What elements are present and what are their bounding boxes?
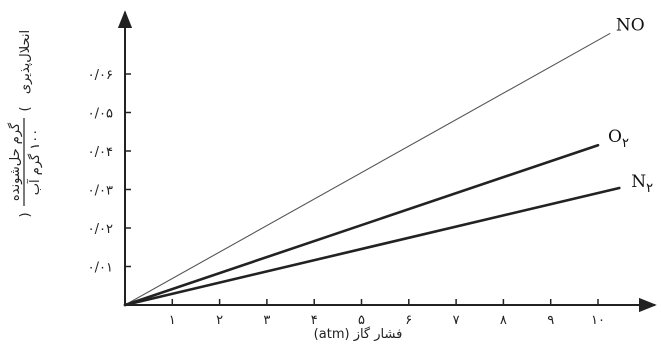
series-label-2: O۲ — [608, 127, 629, 151]
y-tick-label: ۰/۰۵ — [88, 107, 113, 122]
series-label-subscript: ۲ — [646, 181, 653, 196]
x-tick-label: ۷ — [453, 313, 460, 328]
series-label-3: N۲ — [631, 172, 653, 196]
y-axis-title-open-paren: ( — [18, 106, 33, 111]
series-label-base: O — [608, 127, 622, 147]
y-axis-title: گرم حل‌شونده ۱۰۰ گرم آب ( ) انحلال‌پذیری — [7, 30, 43, 218]
y-tick-label: ۰/۰۳ — [88, 184, 113, 199]
x-tick-label: ۳ — [263, 313, 270, 328]
y-tick-label: ۰/۰۱ — [88, 261, 113, 276]
x-tick-label: ۹ — [547, 313, 554, 328]
y-ticks: ۰/۰۱ ۰/۰۲ ۰/۰۳ ۰/۰۴ ۰/۰۵ ۰/۰۶ — [88, 68, 131, 276]
x-tick-label: ۶ — [405, 313, 412, 328]
y-axis-title-prefix: انحلال‌پذیری — [18, 30, 33, 94]
x-tick-label: ۸ — [500, 313, 507, 328]
y-tick-label: ۰/۰۲ — [88, 222, 113, 237]
series-label-subscript: ۲ — [622, 136, 629, 151]
y-axis-title-numerator: گرم حل‌شونده — [7, 122, 23, 201]
x-ticks: ۱ ۲ ۳ ۴ ۵ ۶ ۷ ۸ ۹ ۱۰ — [169, 299, 605, 328]
y-axis-title-close-paren: ) — [18, 212, 33, 217]
y-tick-label: ۰/۰۴ — [88, 145, 113, 160]
x-tick-label: ۱۰ — [591, 313, 605, 328]
x-tick-label: ۴ — [311, 313, 318, 328]
x-tick-label: ۲ — [216, 313, 223, 328]
x-axis-title: فشار گاز (atm) — [314, 326, 403, 342]
x-tick-label: ۱ — [169, 313, 176, 328]
series-line-3 — [123, 186, 621, 307]
series-line-1 — [124, 33, 611, 306]
series-label-base: N — [631, 172, 646, 192]
series-lines — [123, 33, 621, 307]
x-tick-label: ۵ — [358, 313, 365, 328]
series-label-base: NO — [616, 16, 645, 36]
series-line-2 — [123, 143, 600, 307]
axes — [117, 10, 657, 313]
y-tick-label: ۰/۰۶ — [88, 68, 113, 83]
series-label-1: NO — [616, 16, 645, 36]
y-axis-title-denominator: ۱۰۰ گرم آب — [26, 129, 43, 195]
